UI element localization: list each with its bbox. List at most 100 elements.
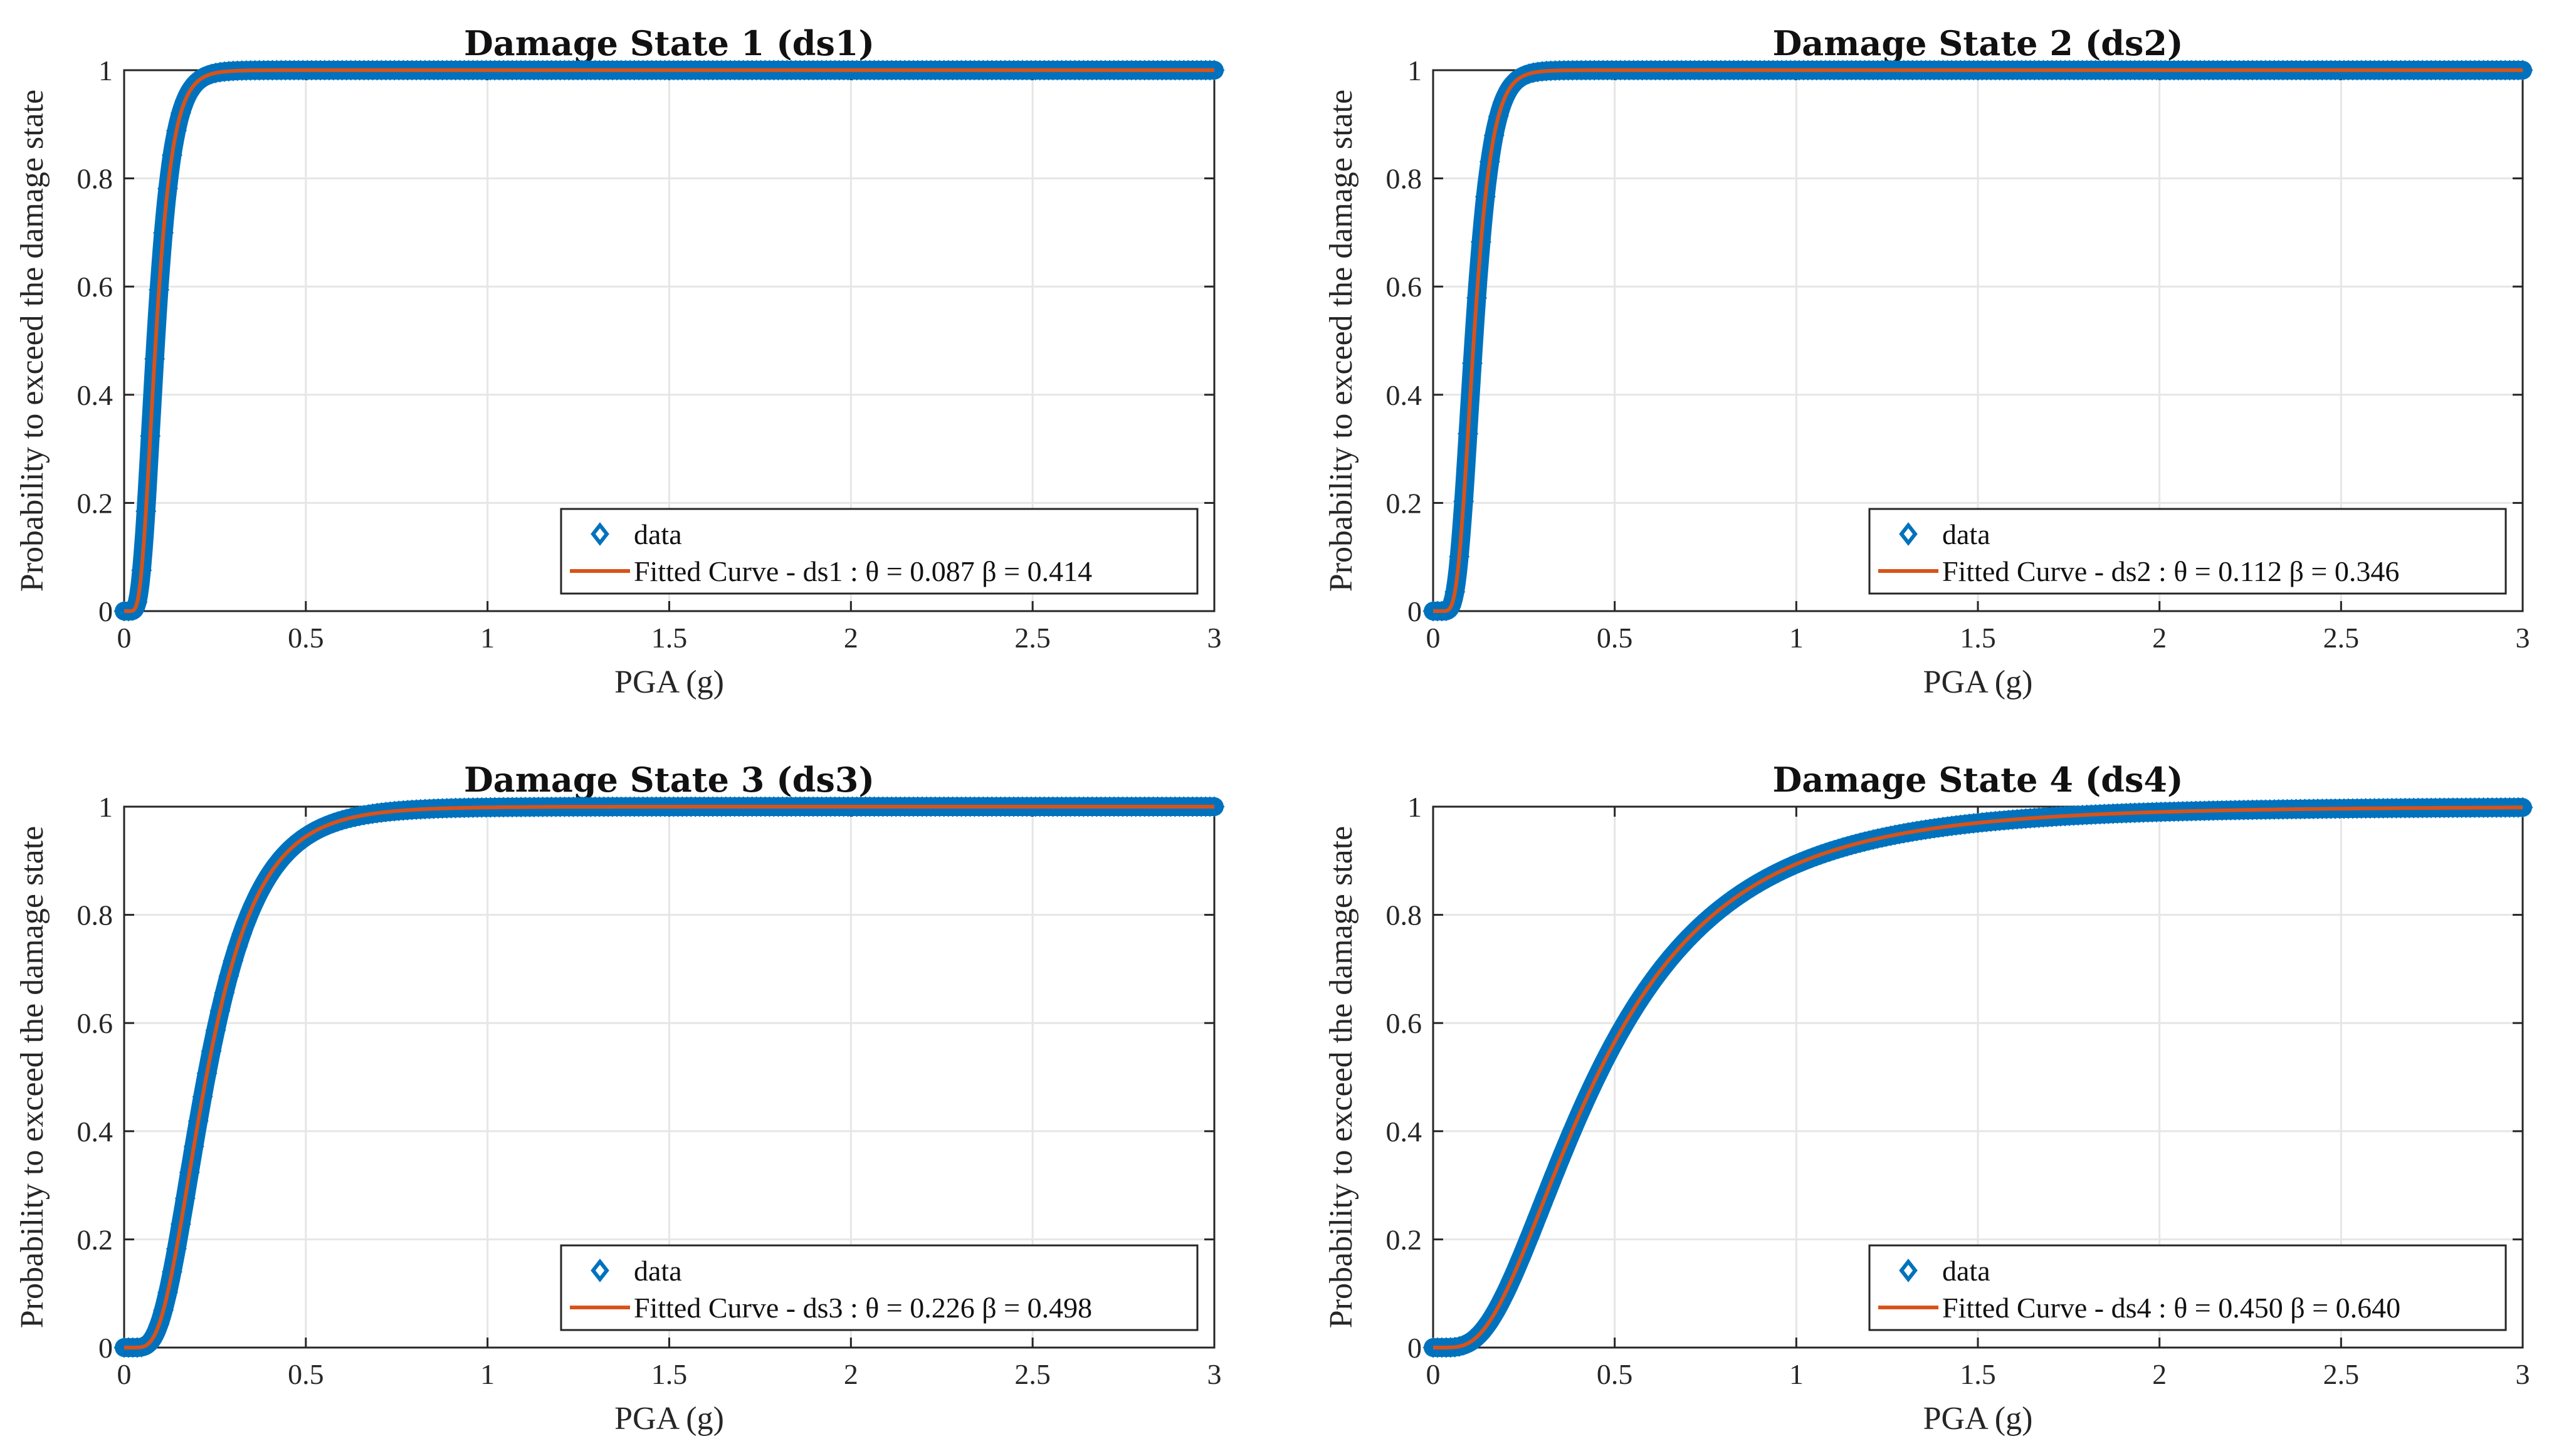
y-tick-label: 0.6 [77,1007,113,1039]
y-axis-label: Probability to exceed the damage state [1323,90,1359,592]
chart-title: Damage State 2 (ds2) [1772,23,2183,63]
x-axis-label: PGA (g) [614,1401,724,1437]
y-tick-label: 0.6 [1386,271,1422,303]
x-tick-label: 0 [117,1358,132,1390]
data-point [1610,1020,1631,1042]
legend: data Fitted Curve - ds4 : θ = 0.450 β = 0… [1868,1244,2507,1331]
x-tick-label: 0 [117,622,132,654]
data-point [1479,1311,1500,1332]
x-tick-label: 2 [2152,1358,2167,1390]
y-tick-label: 0.8 [1386,163,1422,195]
data-point [1204,796,1225,817]
y-tick-label: 0.4 [77,1116,113,1148]
x-tick-label: 3 [1207,1358,1222,1390]
y-tick-label: 0.4 [77,379,113,411]
x-tick-label: 3 [2516,622,2530,654]
data-point [1199,60,1221,81]
legend-fit-label: Fitted Curve - ds2 : θ = 0.112 β = 0.346 [1942,555,2399,587]
x-tick-label: 0 [1426,622,1441,654]
y-tick-label: 0.6 [77,271,113,303]
legend-box [1868,1244,2507,1331]
x-tick-label: 1.5 [651,1358,688,1390]
data-point [1199,796,1221,817]
y-tick-label: 0.4 [1386,379,1422,411]
chart-title: Damage State 3 (ds3) [464,760,875,800]
data-point [113,600,135,622]
y-axis-label: Probability to exceed the damage state [14,826,50,1328]
data-point [258,866,279,888]
data-point [1645,966,1666,988]
data-point [1641,973,1662,994]
data-point [149,1314,170,1335]
x-tick-label: 0.5 [288,622,324,654]
chart-panel-3: 0 0.5 1 1.5 2 2.5 3 0 0.2 0.4 0.6 0.8 1 Damage State … [14,760,1225,1437]
x-tick-label: 2.5 [1014,1358,1051,1390]
x-tick-label: 1 [1789,1358,1804,1390]
y-tick-label: 0.2 [77,487,113,519]
x-tick-label: 1 [1789,622,1804,654]
data-point [214,982,235,1003]
x-tick-label: 2 [844,622,858,654]
data-point [227,936,248,957]
x-tick-label: 0.5 [1597,1358,1633,1390]
chart-panel-2: 0 0.5 1 1.5 2 2.5 3 0 0.2 0.4 0.6 0.8 1 Damage State … [1323,23,2533,700]
legend-data-label: data [1942,1255,1990,1287]
data-point [2512,797,2533,818]
legend-data-marker [591,522,609,546]
legend-fit-label: Fitted Curve - ds3 : θ = 0.226 β = 0.498 [634,1292,1092,1324]
data-point [140,1331,161,1353]
data-point [1614,1013,1636,1034]
data-point [1632,985,1653,1007]
data-point [1474,1317,1496,1338]
data-point [223,950,244,972]
data-point [179,81,200,102]
x-tick-label: 3 [2516,1358,2530,1390]
fitted-curve-line [124,805,1214,1349]
legend-box [1868,508,2507,595]
y-tick-label: 0.4 [1386,1116,1422,1148]
x-tick-label: 2.5 [1014,622,1051,654]
chart-title: Damage State 4 (ds4) [1772,760,2183,800]
x-tick-label: 1 [480,1358,495,1390]
data-point [266,854,287,875]
data-point [253,874,275,895]
data-point [1496,82,1518,103]
y-tick-label: 0.8 [1386,899,1422,931]
fitted-curve-line [124,68,1214,613]
data-point [1470,1322,1492,1343]
data-point [1627,992,1649,1013]
y-tick-label: 0 [98,595,113,627]
y-tick-label: 0.8 [77,899,113,931]
legend-box [560,508,1199,595]
legend: data Fitted Curve - ds1 : θ = 0.087 β = 0… [560,508,1199,595]
data-point [1623,998,1644,1020]
y-tick-label: 0 [1407,595,1422,627]
y-tick-label: 0.2 [1386,1223,1422,1255]
y-tick-label: 0 [98,1332,113,1364]
legend-data-marker [1899,1259,1918,1282]
y-tick-label: 0.2 [77,1223,113,1255]
data-point [1662,945,1683,966]
data-point [2508,60,2529,81]
chart-panel-1: 0 0.5 1 1.5 2 2.5 3 0 0.2 0.4 0.6 0.8 1 Damage State … [14,23,1225,700]
fitted-curve-line [1433,68,2523,613]
legend-data-label: data [1942,518,1990,550]
fitted-curve-line [1433,805,2523,1349]
chart-title: Damage State 1 (ds1) [464,23,875,63]
x-tick-label: 2 [2152,622,2167,654]
legend-data-marker [591,1259,609,1282]
y-tick-label: 1 [1407,791,1422,823]
data-point [1658,950,1679,971]
x-axis-label: PGA (g) [1923,664,2033,700]
x-tick-label: 1.5 [651,622,688,654]
data-point [2508,797,2529,818]
legend: data Fitted Curve - ds3 : θ = 0.226 β = 0… [560,1244,1199,1331]
y-tick-label: 0.8 [77,163,113,195]
data-point [1636,979,1658,1000]
legend-fit-label: Fitted Curve - ds1 : θ = 0.087 β = 0.414 [634,555,1092,587]
y-tick-label: 1 [1407,55,1422,86]
data-point [2512,60,2533,81]
x-tick-label: 1.5 [1960,622,1996,654]
data-point [127,592,148,613]
